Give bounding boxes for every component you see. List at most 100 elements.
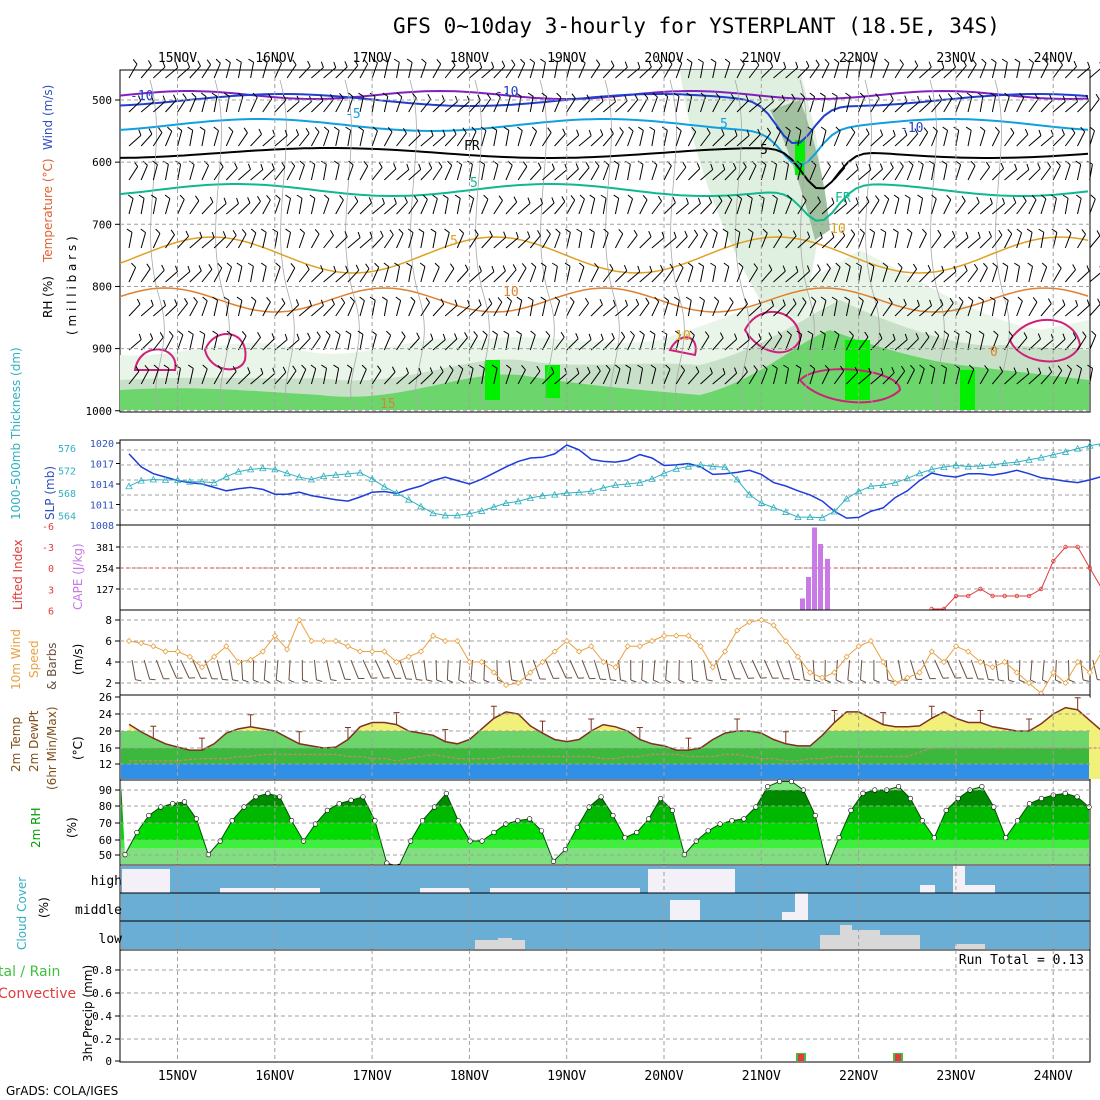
wind-barb-flag <box>275 194 281 200</box>
wind-barb <box>359 202 372 215</box>
precip-convective-bar <box>798 1054 804 1061</box>
wind-barb-flag <box>771 299 775 306</box>
wind-barb-flag <box>314 127 320 133</box>
wind-barb <box>906 198 911 215</box>
wind-barb <box>554 336 565 351</box>
wind-barb-flag <box>1066 364 1072 370</box>
wind-barb <box>481 199 489 215</box>
wind-barb-flag <box>295 129 300 136</box>
wind-barb <box>383 300 388 317</box>
wind-barb <box>772 198 778 215</box>
wind-barb-flag <box>1041 262 1047 268</box>
wind-barb <box>237 62 242 79</box>
precip-panel: 0.80.60.40.20 Run Total = 0.13 tal / Rai… <box>0 949 1091 1068</box>
wind-barb-flag <box>1055 679 1062 683</box>
contour-rh <box>734 79 750 411</box>
wind-barb <box>238 132 248 147</box>
wind-barb-flag <box>890 162 894 169</box>
cloud-high-bar <box>953 866 965 893</box>
wind-barb-flag <box>147 60 152 66</box>
wind-barb <box>627 271 641 283</box>
rh2m-point <box>931 834 937 841</box>
wind-barb-flag <box>633 229 638 236</box>
wind-barb <box>760 232 768 249</box>
wind-barb-flag <box>990 92 996 97</box>
wind-barb <box>408 266 413 283</box>
thickness-point <box>952 461 960 469</box>
wind-barb-flag <box>1048 366 1053 373</box>
wind-barb-flag <box>1013 367 1017 374</box>
contour-label: 0 <box>990 345 998 360</box>
wind-barb <box>1089 130 1095 147</box>
wind-barb-flag <box>613 160 620 165</box>
wind-barb <box>262 301 271 317</box>
wind-barb-flag <box>629 330 635 336</box>
wind-barb-flag <box>1051 228 1058 233</box>
wind-barb <box>615 270 628 283</box>
rh2m-point <box>765 783 771 790</box>
wind-barb-flag <box>495 92 501 98</box>
wind-barb-flag <box>600 95 604 102</box>
wind10-speed-point <box>417 648 424 655</box>
wind-barb-flag <box>928 61 932 68</box>
wind-barb <box>286 267 296 283</box>
wind-barb-flag <box>149 678 156 681</box>
wind-barb <box>897 659 903 680</box>
wind-barb <box>1004 202 1017 215</box>
wind-barb <box>408 301 416 317</box>
wind-barb <box>1016 97 1025 113</box>
wind-barb <box>250 373 264 385</box>
wind-barb-flag <box>266 297 271 303</box>
wind-barb <box>274 371 287 385</box>
wind-barb <box>298 269 310 283</box>
wind-barb <box>347 130 352 147</box>
wind-barb-flag <box>359 296 365 302</box>
wind-barb <box>1028 168 1041 181</box>
wind10-speed-point <box>551 648 558 655</box>
wind-barb-flag <box>432 194 438 200</box>
wind-barb-flag <box>292 365 297 372</box>
thickness-point <box>842 494 851 502</box>
wind-barb-flag <box>888 297 893 304</box>
wind-barb <box>542 202 555 215</box>
wind-barb <box>894 232 899 249</box>
wind-barb-flag <box>458 679 465 684</box>
wind-barb <box>493 65 506 79</box>
rh2m-point <box>776 778 783 785</box>
wind-barb-flag <box>527 231 531 238</box>
wind-barb <box>918 132 929 147</box>
thickness-point <box>453 511 462 519</box>
cape-label: CAPE (J/kg) <box>71 543 85 610</box>
wind-barb-flag <box>292 59 297 66</box>
wind-barb-flag <box>354 196 359 202</box>
wind-barb-flag <box>746 129 750 136</box>
wind-barb-flag <box>363 59 369 65</box>
wind-barb <box>724 135 738 147</box>
wind-barb-flag <box>1037 162 1041 169</box>
wind-barb <box>845 335 854 351</box>
wind-barb <box>566 98 576 113</box>
wind-barb <box>383 335 392 351</box>
wind-barb-flag <box>296 333 300 340</box>
wind-barb-flag <box>795 265 799 272</box>
wind-barb-flag <box>648 61 652 68</box>
axis-tick-label: 0 <box>105 1055 112 1068</box>
wind-barb-flag <box>854 366 859 373</box>
wind-barb-flag <box>807 330 814 335</box>
rh2m-point <box>646 816 652 822</box>
wind-barb <box>992 168 1004 181</box>
wind-barb <box>396 372 409 385</box>
wind-barb <box>809 269 821 283</box>
wind-barb <box>408 337 420 351</box>
wind-barb <box>736 135 750 147</box>
wind-barb-flag <box>844 296 850 301</box>
wind10-speed-point <box>758 616 765 624</box>
wind-barb-flag <box>983 262 988 269</box>
wind-barb-flag <box>605 364 611 370</box>
wind-barb <box>396 133 407 147</box>
contour-rh <box>474 79 490 411</box>
wind-barb-flag <box>1043 58 1049 64</box>
wind-barb <box>262 199 271 215</box>
contour-rh <box>669 79 685 411</box>
wind-barb <box>1064 66 1077 79</box>
